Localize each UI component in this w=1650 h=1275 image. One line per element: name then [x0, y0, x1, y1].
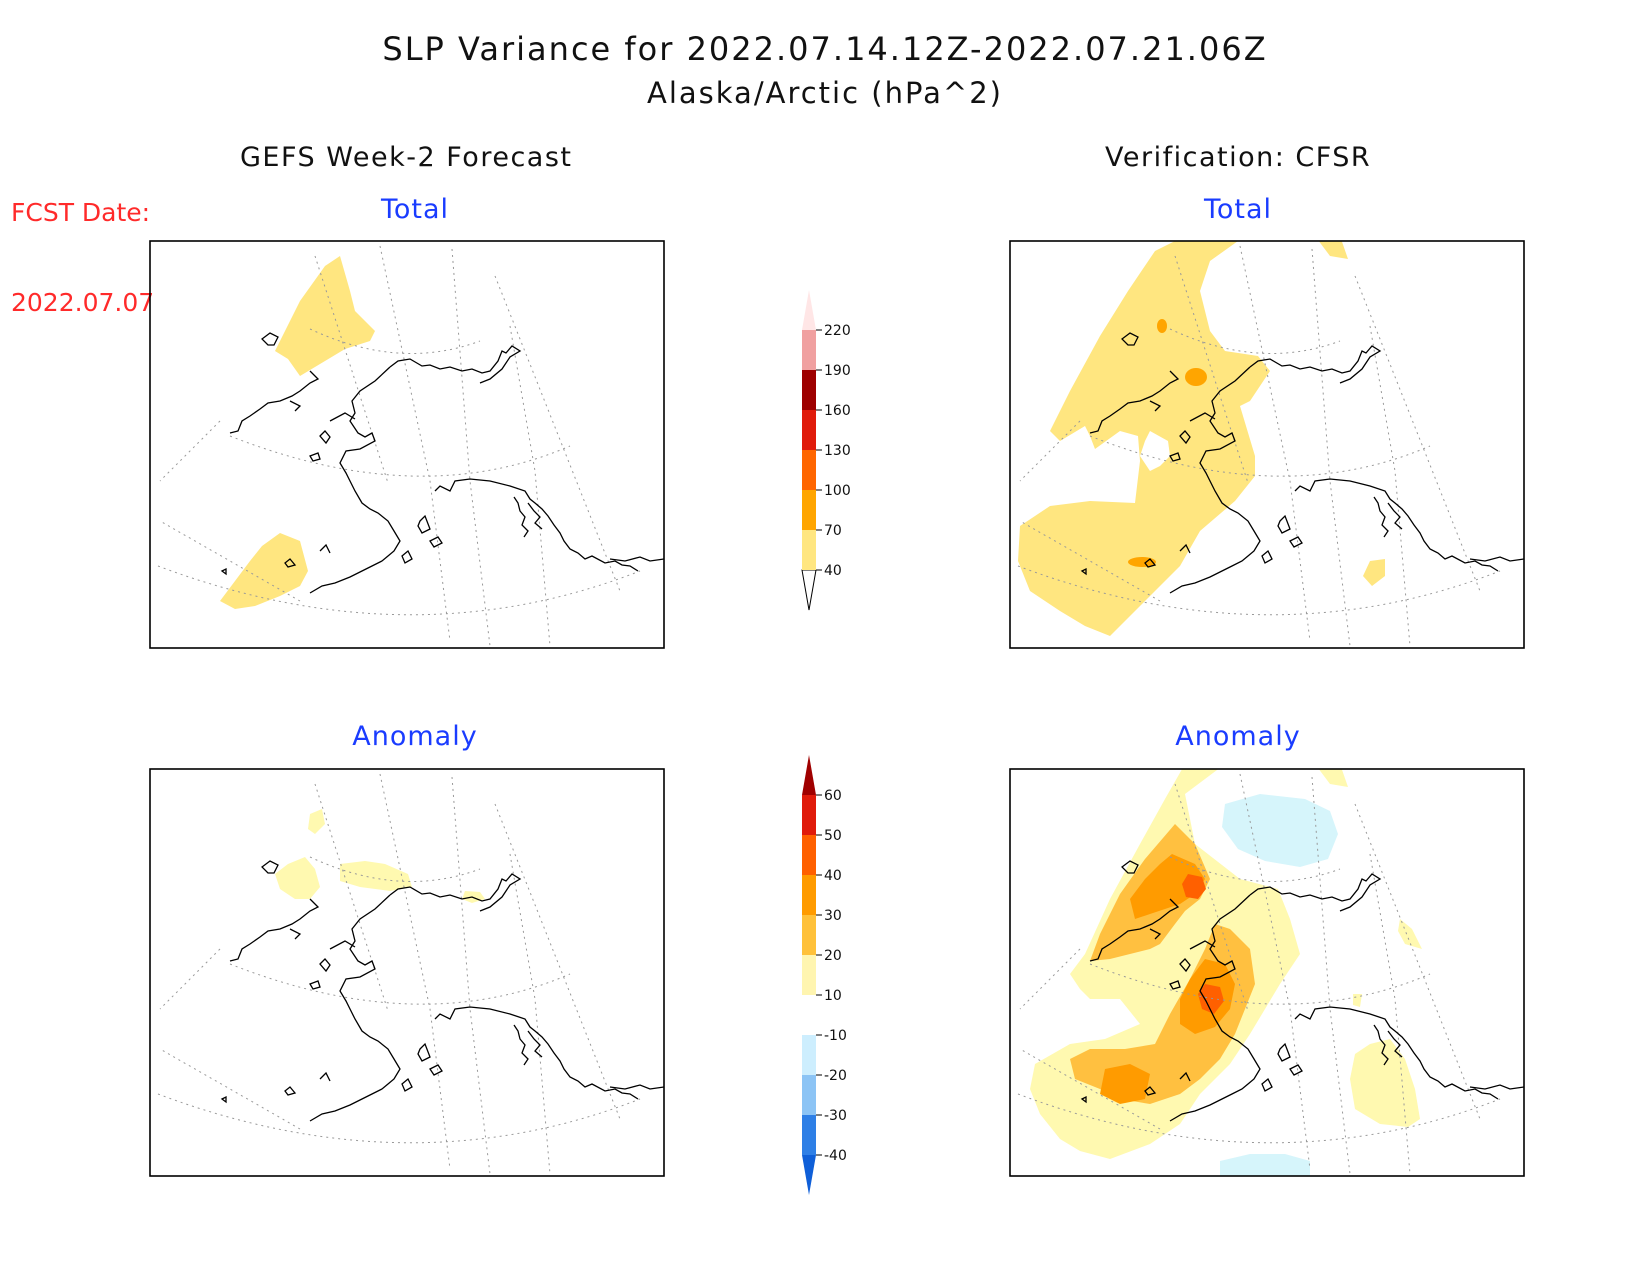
colorbar-anomaly-bin — [802, 1035, 816, 1075]
colorbar-anomaly-tick-label: -10 — [824, 1028, 847, 1044]
colorbar-total-bottom-cap — [801, 569, 817, 611]
variance-region-gap — [1140, 431, 1170, 471]
colorbar-total-bin — [802, 530, 816, 570]
anomaly-region-orange-south — [1100, 1064, 1150, 1104]
forecast-date-label: FCST Date: — [11, 198, 151, 227]
panel-title-verification-anomaly: Anomaly — [1175, 721, 1301, 752]
anomaly-region-orange-north — [1130, 854, 1205, 919]
colorbar-total-tick-label: 40 — [824, 563, 842, 579]
map-frame — [1009, 240, 1525, 649]
anomaly-region-red-north — [1182, 874, 1206, 899]
colorbar-total-tick-label: 100 — [824, 483, 851, 499]
figure-subtitle: Alaska/Arctic (hPa^2) — [647, 76, 1003, 110]
column-heading-forecast: GEFS Week-2 Forecast — [240, 142, 573, 173]
colorbar-total-tick-label: 130 — [824, 443, 851, 459]
colorbar-anomaly-tick-label: -40 — [824, 1148, 847, 1164]
colorbar-anomaly-bin — [802, 915, 816, 955]
colorbar-anomaly-bin — [802, 875, 816, 915]
colorbar-anomaly-tick-label: 10 — [824, 988, 842, 1004]
colorbar-total-tick-label: 70 — [824, 523, 842, 539]
panel-title-forecast-total: Total — [380, 194, 450, 225]
colorbar-total-bin — [802, 490, 816, 530]
colorbar-total-tick-label: 220 — [824, 323, 851, 339]
colorbar-anomaly-bin — [802, 1115, 816, 1155]
colorbar-anomaly-tick-label: 60 — [824, 788, 842, 804]
colorbar-total-bin — [802, 370, 816, 410]
colorbar-anomaly-bin — [802, 835, 816, 875]
colorbar-anomaly-top-cap — [802, 755, 816, 795]
colorbar-anomaly-tick-label: 30 — [824, 908, 842, 924]
map-panel-verification-anomaly — [1009, 768, 1525, 1177]
map-panel-verification-total — [1009, 240, 1525, 649]
colorbar-total-top-cap — [802, 290, 816, 330]
figure-title: SLP Variance for 2022.07.14.12Z-2022.07.… — [382, 30, 1268, 68]
colorbar-total-bin — [802, 410, 816, 450]
variance-region-chukchi — [275, 256, 375, 376]
panel-title-forecast-anomaly: Anomaly — [352, 721, 478, 752]
colorbar-total-tick-label: 190 — [824, 363, 851, 379]
colorbar-anomaly: -40 -30 -20 -10 10 20 30 40 50 60 — [802, 755, 847, 1195]
colorbar-total-bin — [802, 330, 816, 370]
anomaly-region-pale-northeast — [1398, 919, 1422, 949]
anomaly-region-2 — [340, 861, 412, 891]
forecast-date-block: FCST Date: 2022.07.07 — [11, 138, 154, 348]
variance-max-orange-1 — [1185, 368, 1207, 386]
variance-max-orange-3 — [1157, 319, 1167, 333]
panel-title-verification-total: Total — [1203, 194, 1273, 225]
map-frame — [149, 768, 665, 1177]
colorbar-anomaly-bin — [802, 1075, 816, 1115]
colorbar-anomaly-bin — [802, 795, 816, 835]
colorbar-anomaly-tick-label: -30 — [824, 1108, 847, 1124]
anomaly-region-red-central — [1198, 984, 1224, 1014]
colorbar-anomaly-tick-label: 40 — [824, 868, 842, 884]
anomaly-region-1 — [275, 857, 320, 899]
map-panel-forecast-total — [149, 240, 665, 649]
anomaly-region-negative-south — [1220, 1154, 1310, 1176]
colorbar-anomaly-tick-label: 50 — [824, 828, 842, 844]
anomaly-region-pale-north-edge — [1318, 769, 1348, 787]
map-frame — [1009, 768, 1525, 1177]
forecast-date-value: 2022.07.07 — [11, 288, 155, 317]
anomaly-region-pale-east — [1350, 1039, 1420, 1127]
variance-region-north-edge — [1318, 241, 1348, 259]
map-panel-forecast-anomaly — [149, 768, 665, 1177]
variance-region-aleutian — [220, 533, 308, 609]
anomaly-region-3 — [308, 809, 325, 834]
colorbar-anomaly-bin — [802, 955, 816, 995]
anomaly-region-negative-north — [1222, 794, 1338, 867]
variance-region-main — [1018, 241, 1270, 636]
colorbar-total: 40 70 100 130 160 190 220 — [801, 290, 851, 611]
map-frame — [149, 240, 665, 649]
column-heading-verification: Verification: CFSR — [1105, 142, 1372, 173]
colorbar-anomaly-bin — [802, 995, 816, 1035]
colorbar-total-tick-label: 160 — [824, 403, 851, 419]
colorbar-total-bin — [802, 450, 816, 490]
colorbar-anomaly-tick-label: -20 — [824, 1068, 847, 1084]
variance-region-east-spot — [1363, 559, 1385, 586]
colorbar-anomaly-bottom-cap — [802, 1155, 816, 1195]
colorbar-anomaly-tick-label: 20 — [824, 948, 842, 964]
